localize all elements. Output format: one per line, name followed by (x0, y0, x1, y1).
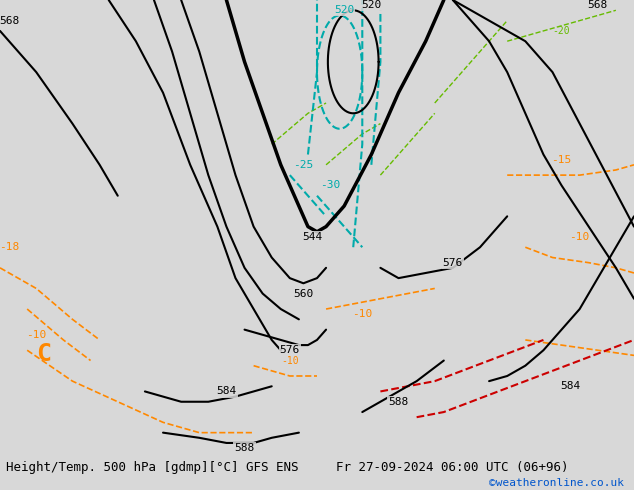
Text: 568: 568 (588, 0, 608, 10)
Text: C: C (36, 342, 51, 366)
Text: -15: -15 (552, 155, 572, 165)
Text: 588: 588 (235, 443, 255, 453)
Text: Fr 27-09-2024 06:00 UTC (06+96): Fr 27-09-2024 06:00 UTC (06+96) (336, 461, 569, 474)
Text: 544: 544 (302, 232, 323, 242)
Text: 584: 584 (560, 381, 581, 392)
Text: 520: 520 (334, 5, 354, 15)
Text: 588: 588 (389, 397, 409, 407)
Text: 560: 560 (294, 289, 314, 298)
Text: -20: -20 (553, 26, 571, 36)
Text: -10: -10 (352, 309, 372, 319)
Text: 520: 520 (361, 0, 382, 10)
Text: ©weatheronline.co.uk: ©weatheronline.co.uk (489, 478, 624, 489)
Text: 576: 576 (280, 345, 300, 355)
Text: 576: 576 (443, 258, 463, 268)
Text: -10: -10 (281, 356, 299, 366)
Text: 584: 584 (216, 387, 236, 396)
Text: -10: -10 (26, 330, 46, 340)
Text: -25: -25 (294, 160, 314, 170)
Text: -10: -10 (569, 232, 590, 242)
Text: Height/Temp. 500 hPa [gdmp][°C] GFS ENS: Height/Temp. 500 hPa [gdmp][°C] GFS ENS (6, 461, 299, 474)
Text: 568: 568 (0, 16, 19, 25)
Text: -30: -30 (320, 180, 340, 191)
Text: -18: -18 (0, 242, 19, 252)
